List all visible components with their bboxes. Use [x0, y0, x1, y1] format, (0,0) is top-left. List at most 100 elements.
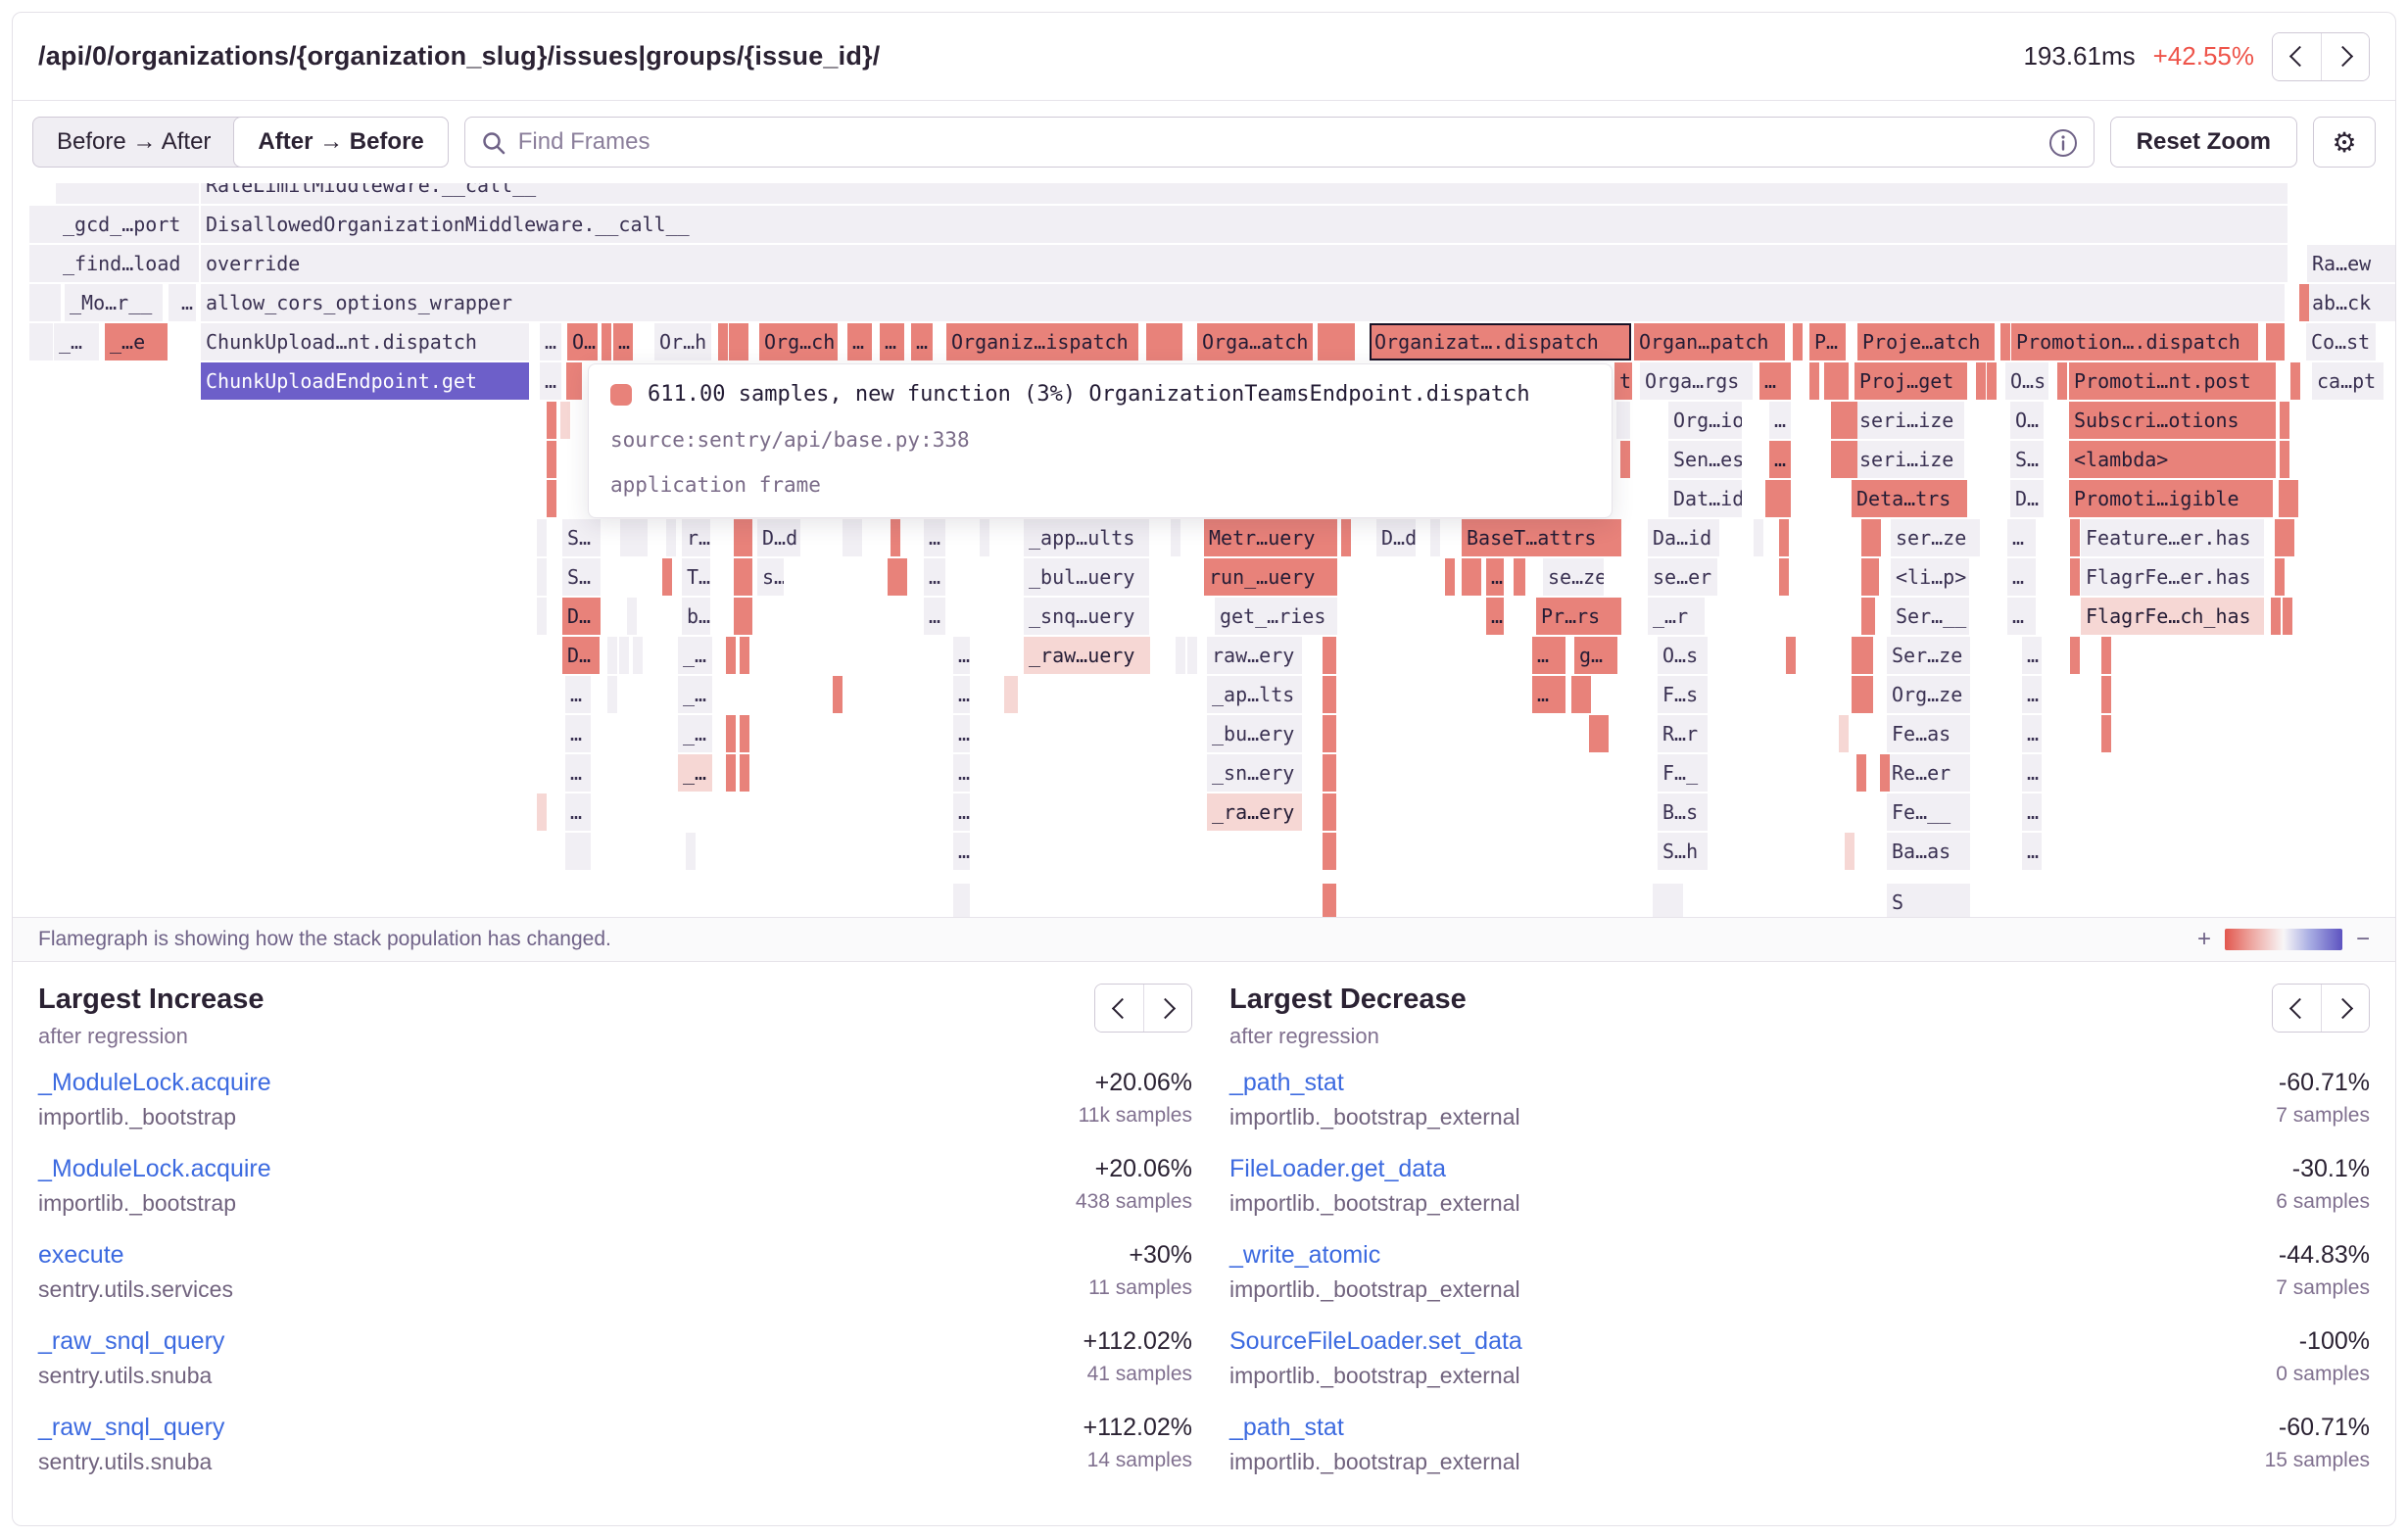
flame-frame[interactable]	[1571, 676, 1581, 713]
flame-frame[interactable]	[43, 206, 53, 243]
flame-frame[interactable]: Ser…__	[1891, 598, 1969, 635]
flame-frame[interactable]: _…	[678, 637, 712, 674]
flame-frame[interactable]: _…e	[105, 323, 168, 360]
flame-frame[interactable]	[1793, 323, 1803, 360]
flame-frame[interactable]: O…s	[1658, 637, 1708, 674]
flame-frame[interactable]	[36, 245, 46, 282]
flame-frame[interactable]	[2266, 323, 2276, 360]
flame-frame[interactable]	[43, 284, 53, 321]
flame-frame[interactable]: r…	[682, 519, 710, 556]
flame-frame[interactable]	[2283, 598, 2292, 635]
flame-frame[interactable]	[43, 245, 53, 282]
flame-frame[interactable]	[2101, 676, 2111, 713]
flame-frame[interactable]: …	[1532, 676, 1565, 713]
flame-frame[interactable]	[627, 598, 637, 635]
flame-frame[interactable]	[1754, 519, 1763, 556]
flame-frame[interactable]	[29, 206, 39, 243]
flame-frame[interactable]	[1779, 558, 1789, 596]
flame-frame[interactable]: Or…h	[654, 323, 711, 360]
toggle-after-before[interactable]: After → Before	[233, 117, 449, 168]
flame-frame[interactable]: …	[880, 323, 904, 360]
flame-frame[interactable]	[1164, 323, 1174, 360]
flame-frame[interactable]	[740, 715, 749, 752]
flame-frame[interactable]	[1765, 480, 1791, 517]
flame-frame[interactable]	[1323, 793, 1336, 831]
flame-frame[interactable]: …	[1769, 402, 1791, 439]
flame-frame[interactable]: D…d	[1376, 519, 1416, 556]
flame-frame[interactable]	[2070, 637, 2080, 674]
flame-frame[interactable]	[888, 558, 897, 596]
flame-frame[interactable]: _…	[678, 754, 712, 792]
flame-frame[interactable]: …	[1769, 441, 1791, 478]
flame-frame[interactable]	[1848, 441, 1857, 478]
flame-frame[interactable]	[2000, 323, 2010, 360]
flame-frame[interactable]: _bul…uery	[1024, 558, 1149, 596]
flame-frame[interactable]: …	[176, 284, 196, 321]
flame-frame[interactable]: B…s	[1658, 793, 1708, 831]
flame-frame[interactable]: …	[1486, 558, 1504, 596]
flame-frame[interactable]	[537, 598, 547, 635]
flame-frame[interactable]	[547, 480, 556, 517]
flame-frame[interactable]	[953, 884, 970, 917]
flame-frame[interactable]: _…	[678, 715, 712, 752]
flame-frame[interactable]: …	[953, 715, 970, 752]
increase-next-button[interactable]	[1143, 985, 1191, 1032]
flame-frame[interactable]: b…	[682, 598, 710, 635]
flame-frame[interactable]	[1880, 754, 1890, 792]
flame-frame[interactable]	[1831, 402, 1841, 439]
flame-frame[interactable]: R…r	[1658, 715, 1708, 752]
flame-frame[interactable]: …	[565, 793, 591, 831]
flame-frame[interactable]: Dat…id	[1668, 480, 1742, 517]
flame-frame[interactable]	[50, 206, 60, 243]
flame-frame[interactable]: Org…ion	[1668, 402, 1742, 439]
flame-frame[interactable]	[1848, 402, 1857, 439]
flame-frame[interactable]: …	[2022, 793, 2042, 831]
flame-frame[interactable]	[169, 284, 178, 321]
flame-frame[interactable]	[547, 402, 556, 439]
flame-frame[interactable]	[1171, 519, 1180, 556]
flame-frame[interactable]	[29, 284, 39, 321]
flame-frame[interactable]	[1326, 323, 1336, 360]
flame-frame[interactable]	[1187, 637, 1197, 674]
flame-frame[interactable]: Orga…atch	[1197, 323, 1313, 360]
flame-frame[interactable]: _app…ults	[1024, 519, 1149, 556]
flame-frame[interactable]	[1840, 441, 1850, 478]
flame-frame[interactable]: …	[1486, 598, 1504, 635]
flame-frame[interactable]: …	[540, 323, 561, 360]
flame-frame[interactable]: O…	[2010, 402, 2044, 439]
flame-frame[interactable]	[833, 676, 843, 713]
flame-frame[interactable]	[662, 558, 672, 596]
flame-frame[interactable]	[1856, 754, 1866, 792]
flame-frame[interactable]	[1824, 362, 1834, 400]
flame-frame[interactable]	[686, 833, 696, 870]
flame-frame[interactable]: _Mo…r__	[65, 284, 163, 321]
flame-frame[interactable]: Re…er	[1887, 754, 1970, 792]
flame-frame[interactable]: Deta…trs	[1852, 480, 1967, 517]
flame-frame[interactable]: DisallowedOrganizationMiddleware.__call_…	[201, 206, 2288, 243]
flame-frame[interactable]: ChunkUpload…nt.dispatch	[201, 323, 529, 360]
flame-frame[interactable]: D…	[562, 637, 600, 674]
flame-frame[interactable]: Proj…get	[1854, 362, 1967, 400]
flame-frame[interactable]	[537, 519, 547, 556]
flame-frame[interactable]	[1176, 637, 1185, 674]
flame-frame[interactable]: …	[565, 715, 591, 752]
flame-frame[interactable]	[718, 323, 728, 360]
flame-frame[interactable]	[666, 519, 676, 556]
flame-frame[interactable]	[2101, 637, 2111, 674]
flame-frame[interactable]	[2279, 480, 2288, 517]
flame-frame[interactable]	[1840, 402, 1850, 439]
flame-frame[interactable]	[1987, 362, 1997, 400]
function-link[interactable]: execute	[38, 1241, 124, 1269]
settings-button[interactable]: ⚙	[2313, 117, 2376, 168]
flame-frame[interactable]: RateLimitMiddleware.__call__	[201, 183, 2288, 204]
flame-frame[interactable]	[43, 323, 53, 360]
flame-frame[interactable]: O…	[567, 323, 598, 360]
flame-frame[interactable]	[740, 754, 749, 792]
function-link[interactable]: FileLoader.get_data	[1229, 1155, 1447, 1182]
flame-frame[interactable]: …	[953, 637, 970, 674]
flame-frame[interactable]	[1430, 519, 1440, 556]
flame-frame[interactable]	[2271, 598, 2281, 635]
flame-frame[interactable]: …	[924, 519, 945, 556]
flame-frame[interactable]: _bu…ery	[1207, 715, 1302, 752]
flame-frame[interactable]	[2285, 519, 2294, 556]
